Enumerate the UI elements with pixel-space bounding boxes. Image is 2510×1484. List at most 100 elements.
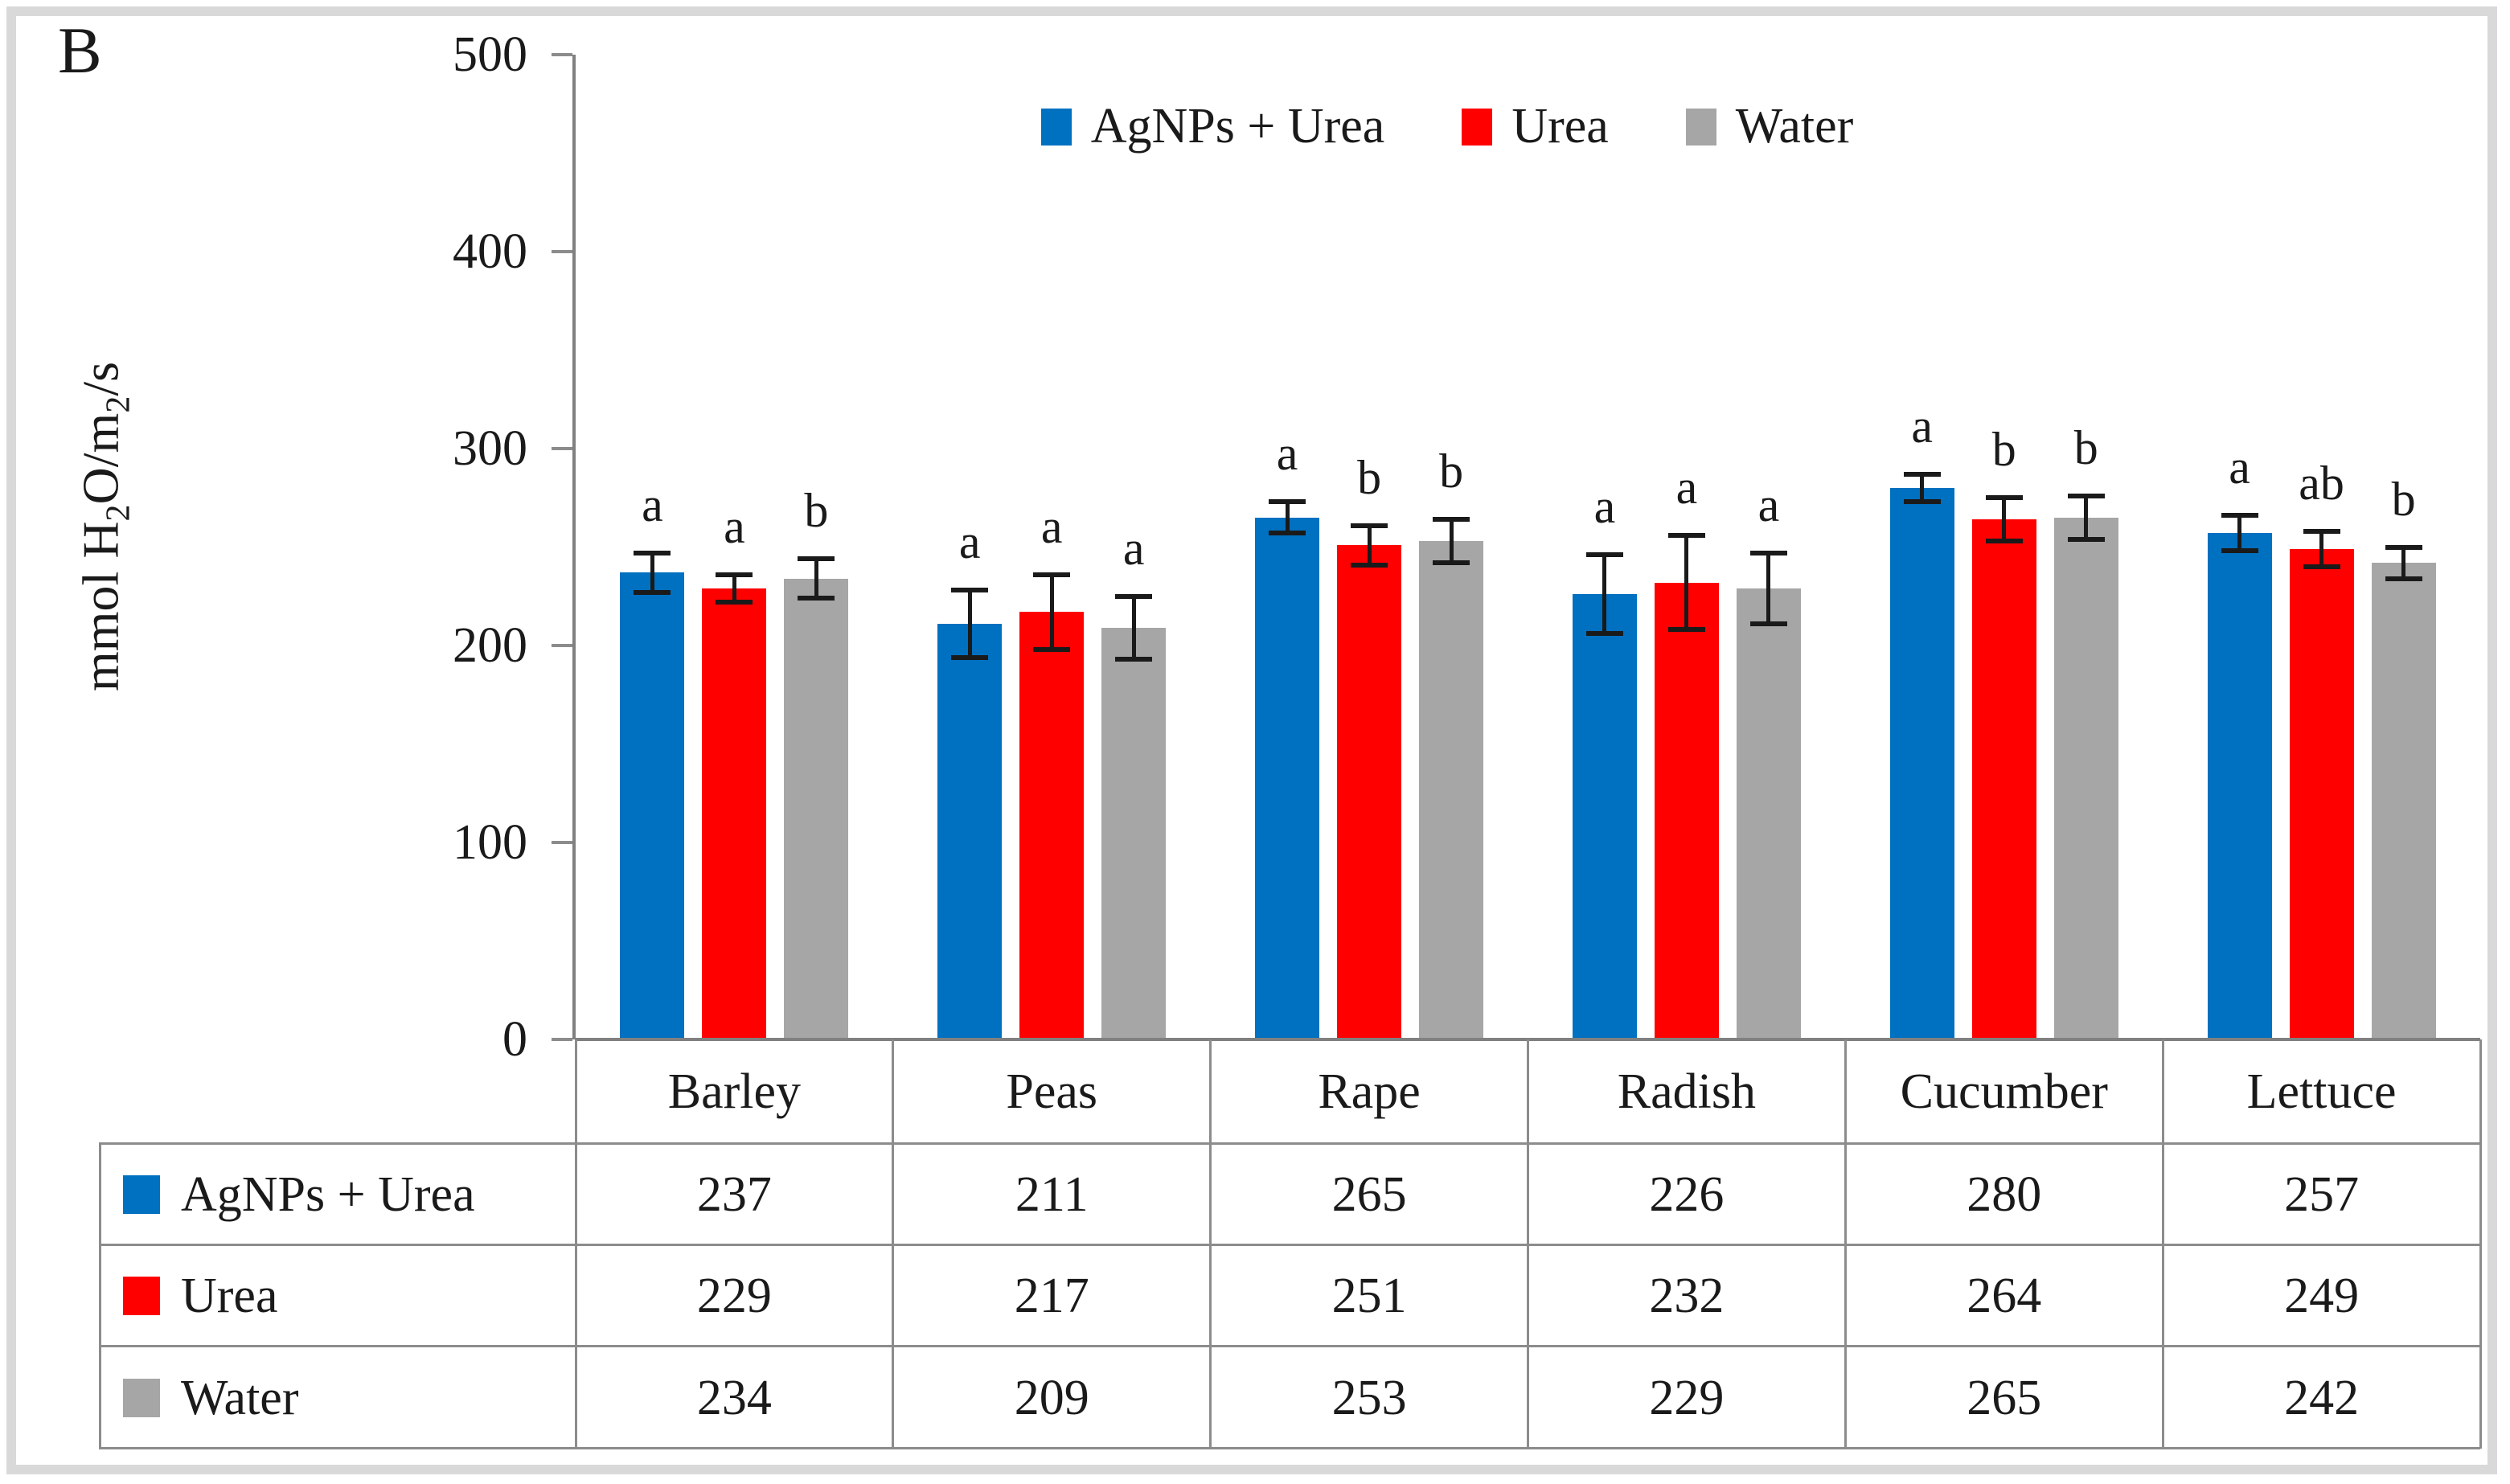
table-cell-agnps-urea-lettuce: 257 (2284, 1167, 2360, 1222)
table-vertical-line (574, 1039, 577, 1449)
significance-letter: a (1040, 499, 1063, 553)
bar-urea-barley (702, 588, 767, 1039)
error-bar-cap-bottom (2067, 536, 2105, 542)
significance-letter: a (724, 499, 745, 553)
legend-item-urea: Urea (1462, 98, 1609, 155)
error-bar-line (1920, 473, 1925, 502)
y-axis-tick (552, 1038, 572, 1041)
table-vertical-line (99, 1144, 101, 1449)
table-cell-agnps-urea-peas: 211 (1015, 1167, 1089, 1222)
table-cell-agnps-urea-radish: 226 (1649, 1167, 1725, 1222)
bar-agnps-urea-rape (1255, 517, 1320, 1039)
bar-agnps-urea-lettuce (2207, 533, 2272, 1039)
table-horizontal-line (99, 1447, 2480, 1449)
error-bar-line (1131, 596, 1136, 660)
error-bar-cap-top (1667, 532, 1705, 538)
significance-letter: b (1439, 445, 1464, 498)
error-bar-cap-bottom (1269, 531, 1306, 536)
table-cell-agnps-urea-barley: 237 (696, 1167, 772, 1222)
legend-swatch-water (1685, 108, 1716, 146)
table-horizontal-line (99, 1345, 2480, 1347)
table-cell-agnps-urea-rape: 265 (1331, 1167, 1407, 1222)
error-bar-line (1049, 574, 1054, 650)
error-bar-cap-bottom (2303, 564, 2340, 569)
bar-water-rape (1419, 541, 1484, 1039)
error-bar-cap-bottom (2221, 548, 2258, 554)
table-cell-agnps-urea-cucumber: 280 (1967, 1167, 2042, 1222)
error-bar-line (650, 552, 654, 592)
error-bar-line (1684, 535, 1689, 630)
significance-letter: b (1357, 450, 1382, 504)
y-axis-tick-label: 100 (453, 815, 527, 870)
category-label-rape: Rape (1318, 1064, 1421, 1119)
bar-agnps-urea-barley (620, 572, 685, 1039)
significance-letter: b (1991, 423, 2016, 477)
error-bar-cap-top (2221, 513, 2258, 519)
error-bar-cap-top (951, 588, 989, 593)
error-bar-line (2401, 547, 2406, 579)
y-axis-tick (552, 53, 572, 56)
error-bar-cap-top (2385, 544, 2422, 550)
error-bar-cap-top (2067, 493, 2105, 498)
error-bar-cap-bottom (951, 654, 989, 660)
table-cell-urea-cucumber: 264 (1967, 1269, 2042, 1323)
y-axis-tick (552, 250, 572, 253)
y-axis-tick (552, 841, 572, 844)
bar-urea-radish (1654, 582, 1719, 1039)
table-vertical-line (892, 1039, 895, 1449)
table-cell-water-lettuce: 242 (2284, 1370, 2360, 1425)
chart-legend: AgNPs + Urea Urea Water (482, 98, 2412, 155)
error-bar-line (2084, 495, 2089, 539)
significance-letter: a (1911, 399, 1934, 453)
category-label-lettuce: Lettuce (2246, 1064, 2397, 1119)
significance-letter: a (958, 515, 981, 569)
bar-urea-lettuce (2289, 548, 2354, 1039)
error-bar-cap-bottom (1033, 646, 1071, 652)
significance-letter: a (1675, 460, 1698, 514)
legend-label-water: Water (1735, 99, 1854, 154)
significance-letter: a (2229, 441, 2250, 494)
bar-agnps-urea-radish (1572, 594, 1637, 1039)
table-swatch-agnps-urea (123, 1175, 160, 1214)
error-bar-cap-bottom (798, 596, 835, 601)
error-bar-cap-bottom (1351, 562, 1388, 568)
table-vertical-line (1844, 1039, 1847, 1449)
error-bar-cap-bottom (1115, 657, 1153, 662)
panel-label: B (58, 14, 102, 87)
table-cell-water-cucumber: 265 (1967, 1370, 2042, 1425)
table-vertical-line (2479, 1039, 2482, 1449)
table-row-label-agnps-urea: AgNPs + Urea (99, 1169, 576, 1220)
y-axis-tick-label: 0 (502, 1012, 527, 1067)
error-bar-cap-top (1985, 495, 2023, 501)
y-axis-tick-label: 200 (453, 618, 527, 673)
legend-item-water: Water (1685, 98, 1854, 155)
bar-water-peas (1101, 627, 1167, 1039)
table-cell-urea-rape: 251 (1331, 1269, 1407, 1323)
y-axis-tick (552, 447, 572, 450)
table-cell-water-peas: 209 (1014, 1370, 1089, 1425)
bar-urea-rape (1337, 545, 1402, 1039)
category-label-radish: Radish (1617, 1064, 1757, 1119)
error-bar-cap-top (1115, 593, 1153, 599)
error-bar-cap-top (1749, 550, 1787, 555)
legend-label-urea: Urea (1511, 99, 1609, 154)
table-cell-water-barley: 234 (696, 1370, 772, 1425)
table-vertical-line (1527, 1039, 1529, 1449)
error-bar-cap-bottom (1985, 539, 2023, 544)
category-label-cucumber: Cucumber (1900, 1064, 2108, 1119)
bar-agnps-urea-peas (937, 624, 1003, 1039)
error-bar-cap-top (1903, 471, 1941, 477)
table-horizontal-line (99, 1244, 2480, 1246)
error-bar-line (732, 574, 736, 603)
error-bar-cap-top (1033, 572, 1071, 577)
significance-letter: ab (2299, 456, 2344, 510)
y-axis-tick-label: 300 (453, 421, 527, 476)
table-cell-water-radish: 229 (1649, 1370, 1725, 1425)
error-bar-cap-top (716, 572, 753, 577)
significance-letter: a (1757, 478, 1780, 531)
error-bar-line (1449, 519, 1454, 564)
significance-letter: b (2391, 472, 2416, 526)
error-bar-cap-top (634, 550, 671, 555)
error-bar-line (814, 559, 818, 599)
